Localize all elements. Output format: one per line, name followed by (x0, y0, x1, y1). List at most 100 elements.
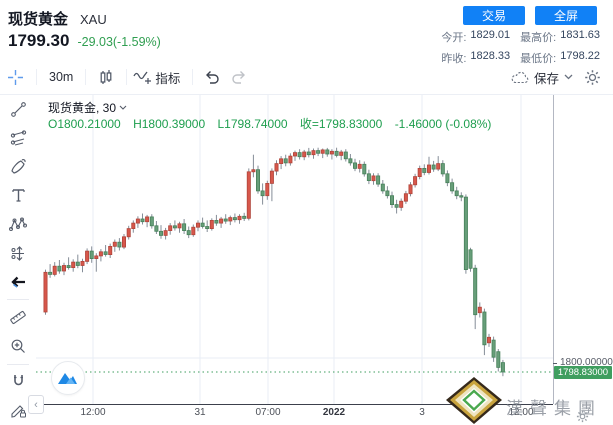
candle-body (61, 265, 66, 272)
chart-settings-button[interactable] (577, 64, 607, 90)
mountain-chart-logo-icon (58, 373, 77, 384)
candle-body (195, 222, 200, 228)
open-label: 今开: (441, 32, 467, 44)
interval-button[interactable]: 30m (49, 70, 74, 84)
zoom-in-icon (11, 339, 25, 353)
crosshair-tool-button[interactable] (0, 64, 30, 90)
drawing-toolbar (0, 95, 36, 425)
tool-magnet[interactable] (3, 367, 33, 396)
x-axis[interactable]: 12:00 31 07:00 2022 3 12:00 (36, 407, 553, 425)
tool-measure-ruler[interactable] (3, 303, 33, 332)
candle-body (205, 226, 210, 229)
brush-icon (10, 159, 26, 174)
candle-body (348, 158, 353, 164)
xabcd-pattern-icon (9, 217, 27, 231)
candle-body (325, 149, 330, 155)
candle-body (52, 265, 57, 275)
sidebar-collapse-button[interactable]: ‹ (28, 395, 44, 414)
undo-button[interactable] (199, 64, 225, 90)
x-axis-tick: 07:00 (255, 407, 281, 418)
candle-body (422, 168, 427, 173)
save-layout-button[interactable]: 保存 (511, 64, 559, 90)
high-value: 1831.63 (560, 29, 600, 41)
candle-body (122, 236, 127, 248)
candle-body (103, 251, 108, 255)
gear-icon (584, 69, 600, 85)
candle-body (145, 216, 150, 223)
broker-logo-button[interactable] (51, 361, 85, 395)
candle-body (223, 218, 228, 222)
candle-body (85, 250, 90, 262)
save-menu-chevron[interactable] (559, 64, 577, 90)
pencil-lock-icon (10, 405, 26, 418)
candle-body (112, 241, 117, 247)
candle-body (436, 163, 441, 170)
candle-body (302, 151, 307, 158)
legend-ohlc: O1800.21000 H1800.39000 L1798.74000 收=17… (48, 115, 500, 132)
tool-forecast[interactable] (3, 239, 33, 268)
legend-close: 收=1798.83000 (299, 117, 383, 131)
candle-body (366, 173, 371, 182)
tool-zoom-in[interactable] (3, 332, 33, 361)
last-price: 1799.30 (8, 31, 70, 50)
high-label: 最高价: (520, 32, 557, 44)
price-axis[interactable] (553, 95, 613, 404)
candle-body (117, 241, 122, 248)
indicator-icon (133, 71, 152, 84)
prev-close-label: 昨收: (441, 53, 467, 65)
indicators-button[interactable]: 指标 (133, 64, 180, 90)
candle-body (66, 265, 71, 268)
tool-brush[interactable] (3, 152, 33, 181)
candle-body (486, 336, 491, 344)
arrow-left-icon (11, 276, 25, 288)
candle-body (191, 226, 196, 236)
candle-body (219, 218, 224, 224)
candle-body (75, 261, 80, 266)
candle-body (316, 150, 321, 154)
candle-body (477, 306, 482, 314)
candle-body (297, 152, 302, 158)
candle-body (468, 249, 473, 269)
candle-body (80, 260, 85, 266)
tool-text[interactable] (3, 181, 33, 210)
legend-open: O1800.21000 (48, 117, 121, 131)
candle-body (352, 162, 357, 169)
tool-lock-drawings[interactable] (3, 396, 33, 425)
tool-fib-gann[interactable] (3, 124, 33, 153)
candle-body (473, 267, 478, 316)
trade-button[interactable]: 交易 (463, 6, 525, 25)
redo-button[interactable] (225, 64, 251, 90)
candle-body (334, 150, 339, 156)
candle-body (140, 218, 145, 223)
low-value: 1798.22 (560, 50, 600, 62)
candle-body (98, 251, 103, 257)
tool-arrow-marker[interactable] (3, 267, 33, 296)
legend-high: H1800.39000 (133, 117, 206, 131)
candle-body (200, 222, 205, 227)
candlestick-chart[interactable] (36, 95, 553, 404)
candle-body (288, 155, 293, 164)
symbol-name: 现货黄金 (8, 11, 69, 28)
candle-body (320, 149, 325, 154)
x-axis-tick: 2022 (322, 407, 346, 418)
x-axis-tick: 3 (419, 407, 425, 418)
candle-body (343, 151, 348, 160)
legend-low: L1798.74000 (217, 117, 288, 131)
candle-body (454, 190, 459, 197)
chart-style-button[interactable] (92, 64, 120, 90)
candle-body (362, 163, 367, 175)
candle-body (232, 217, 237, 221)
trend-line-icon (10, 102, 26, 117)
prev-close-value: 1828.33 (470, 50, 511, 62)
tool-xabcd-pattern[interactable] (3, 210, 33, 239)
candle-body (329, 150, 334, 155)
candle-body (186, 230, 191, 236)
legend-symbol[interactable]: 现货黄金, 30 (48, 99, 127, 116)
candle-body (450, 182, 455, 192)
tool-trend-line[interactable] (3, 95, 33, 124)
legend-chevron-down-icon (119, 105, 127, 110)
watermark-text: 漢聲集團 (506, 399, 602, 418)
candle-body (163, 230, 168, 236)
candle-body (89, 250, 94, 260)
fullscreen-button[interactable]: 全屏 (535, 6, 597, 25)
